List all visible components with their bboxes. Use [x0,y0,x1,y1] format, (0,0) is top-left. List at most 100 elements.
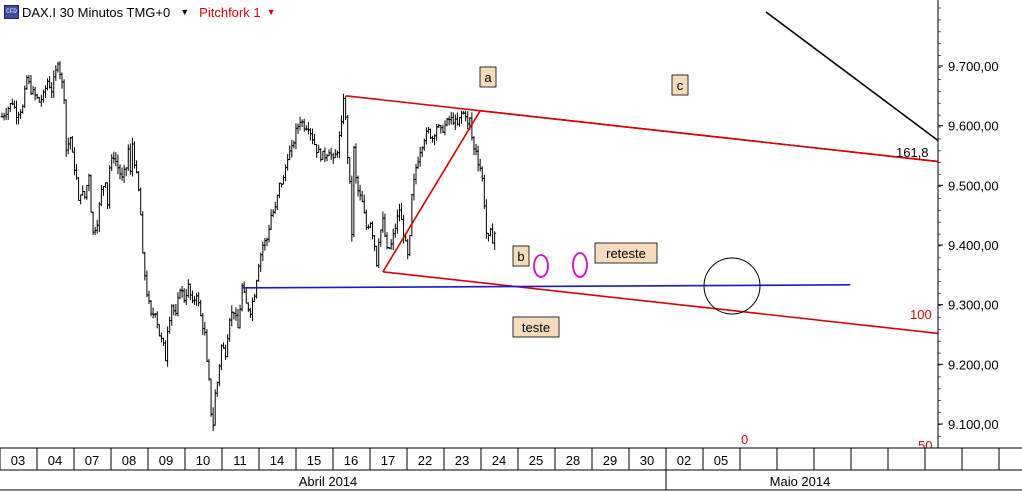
ohlc-bar [265,237,269,247]
teste-label-text: teste [522,320,550,335]
ohlc-bar [122,164,126,183]
ohlc-bar [85,184,89,200]
ohlc-bar [244,286,248,304]
ohlc-bar [211,407,215,432]
ohlc-bar [315,143,319,158]
ohlc-bar [248,307,252,318]
ohlc-bar [17,111,21,125]
ohlc-bar [424,127,428,145]
ohlc-bar [110,154,114,171]
ohlc-bar [188,283,192,301]
ohlc-bar [331,152,335,165]
ohlc-bar [207,358,211,381]
ohlc-bar [246,302,250,313]
ohlc-bar [375,245,379,267]
ohlc-bar [360,190,364,203]
ohlc-bar [238,304,242,329]
day-label: 09 [159,453,173,468]
ohlc-bar [79,194,83,205]
ohlc-bar [400,203,404,220]
ohlc-bar [371,221,375,240]
ohlc-bar [346,114,350,165]
ohlc-bar [33,86,37,101]
fib-extension-line [765,11,941,143]
ohlc-bar [205,329,209,362]
ohlc-bar [128,143,132,175]
ohlc-bar [145,270,149,298]
price-tick-label: 9.500,00 [948,178,999,193]
ohlc-bar [292,140,296,149]
ohlc-bar [64,99,68,158]
pitchfork-upper-line [345,95,1022,172]
ohlc-bar [486,232,490,242]
month-label-may: Maio 2014 [770,474,831,489]
ohlc-bar [8,102,12,113]
ohlc-bar [72,147,76,176]
day-label: 23 [455,453,469,468]
ohlc-bar [203,321,207,336]
symbol-label[interactable]: DAX.I 30 Minutos TMG+0 [22,4,171,20]
ohlc-bar [362,194,366,214]
ohlc-bar [385,232,389,250]
ohlc-bar [298,116,302,131]
pitchfork-level-100-label: 100 [910,307,932,322]
ohlc-bar [120,167,124,181]
target-circle [703,257,761,315]
ohlc-bar [27,75,31,85]
ohlc-bar [325,153,329,162]
ohlc-bar [139,187,143,216]
ohlc-bar [275,194,279,211]
symbol-dropdown-icon[interactable]: ▼ [180,7,190,17]
reteste-label: reteste [594,242,658,264]
study-dropdown-icon[interactable]: ▼ [266,7,276,17]
ohlc-bar [426,126,430,134]
ohlc-bar [219,344,223,371]
ohlc-bar [464,111,468,122]
ohlc-bar [466,111,470,130]
ohlc-bar [457,117,461,127]
fib-161-8-label: 161,8 [896,145,929,160]
ohlc-bar [255,279,259,299]
chart-title-bar: CFD DAX.I 30 Minutos TMG+0 ▼ Pitchfork 1… [4,3,276,21]
ohlc-bar [126,144,130,171]
day-label: 22 [418,453,432,468]
ohlc-bar [130,137,134,177]
ohlc-bar [277,182,281,199]
day-label: 08 [122,453,136,468]
ohlc-bar [474,143,478,156]
ohlc-bar [93,226,97,235]
ohlc-bar [383,213,387,238]
ohlc-bar [431,135,435,143]
ohlc-bar [37,96,41,103]
ohlc-bar [236,308,240,329]
ohlc-bar [321,150,325,161]
ohlc-bar [56,61,60,73]
study-label[interactable]: Pitchfork 1 [199,4,261,20]
ohlc-bar [379,229,383,247]
ohlc-bar [323,147,327,163]
ohlc-bar [164,340,168,362]
day-label: 28 [566,453,580,468]
ohlc-bar [159,332,163,343]
day-label: 03 [11,453,25,468]
ohlc-bar [31,86,35,96]
ohlc-bar [381,211,385,233]
ohlc-bar [35,93,39,100]
ohlc-bar [66,137,70,155]
reteste-label-text: reteste [606,246,646,261]
ohlc-bar [89,174,93,213]
ohlc-bar [350,175,354,242]
reteste-label-box [594,242,658,264]
ohlc-bar [176,292,180,317]
ohlc-bar [75,164,79,180]
ohlc-bar [50,82,54,98]
price-tick-label: 9.100,00 [948,417,999,432]
pitchfork-level-0-label: 0 [741,432,748,447]
ohlc-bar [43,85,47,99]
price-tick-label: 9.200,00 [948,357,999,372]
ohlc-bar [132,141,136,169]
ohlc-bar [439,124,443,134]
ohlc-bar [234,307,238,321]
